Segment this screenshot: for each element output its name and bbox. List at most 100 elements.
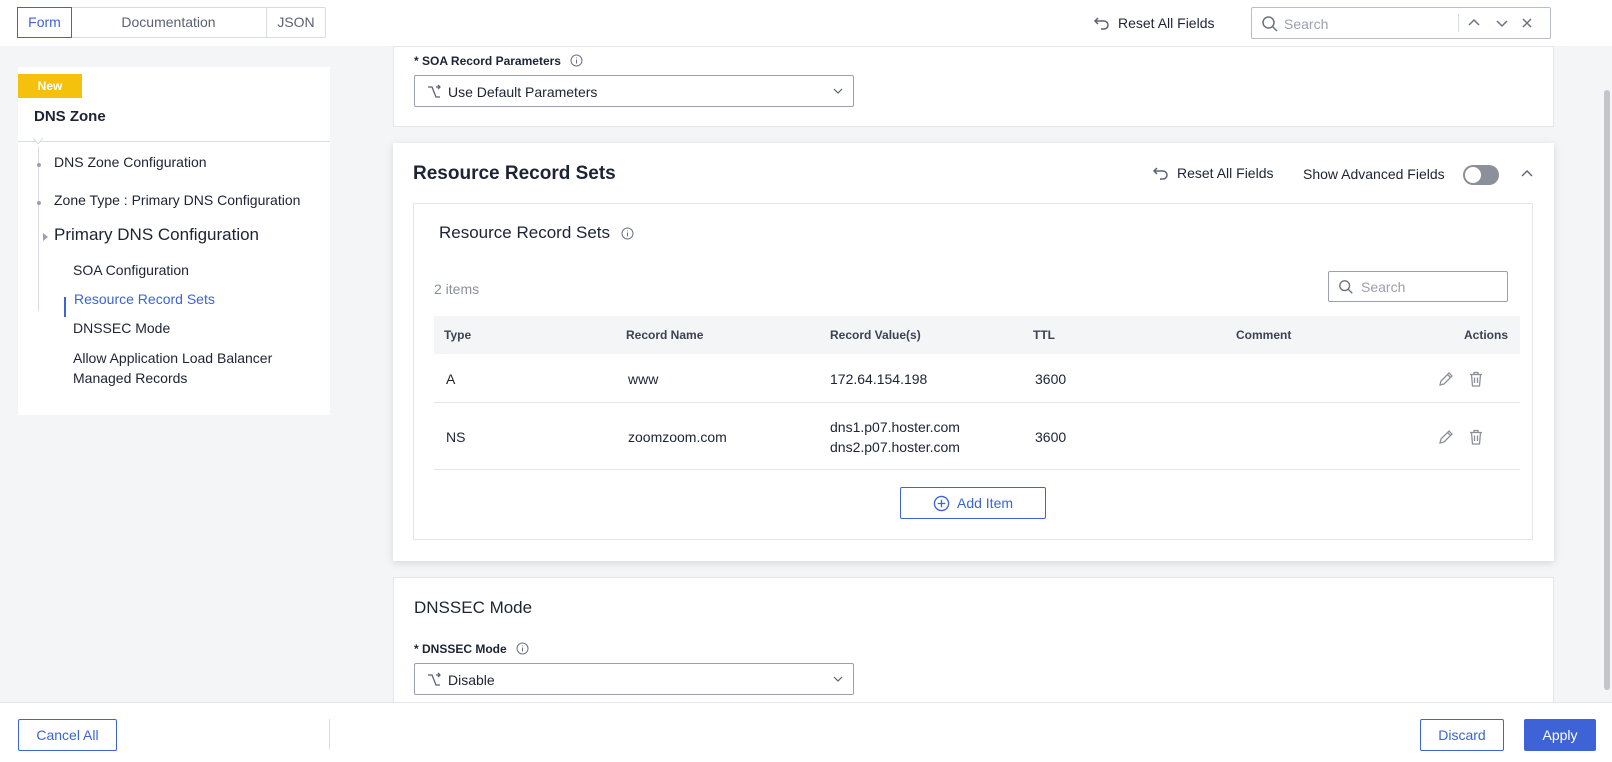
tab-form[interactable]: Form bbox=[17, 7, 72, 38]
search-input[interactable]: Search bbox=[1251, 7, 1551, 39]
sidebar-item-resource-record-sets[interactable]: Resource Record Sets bbox=[74, 291, 215, 307]
chevron-up-icon[interactable] bbox=[1465, 14, 1483, 32]
plus-circle-icon bbox=[933, 495, 950, 511]
chevron-down-icon[interactable] bbox=[1493, 14, 1511, 32]
discard-button[interactable]: Discard bbox=[1420, 719, 1504, 751]
sidebar-item-zone-type[interactable]: Zone Type : Primary DNS Configuration bbox=[54, 192, 301, 208]
tree-dot bbox=[37, 163, 41, 167]
cell-record-name: zoomzoom.com bbox=[628, 429, 727, 445]
edit-icon[interactable] bbox=[1437, 428, 1455, 446]
cell-record-name: www bbox=[628, 371, 659, 387]
cell-type: A bbox=[446, 371, 456, 387]
apply-button[interactable]: Apply bbox=[1524, 719, 1596, 751]
table-header: Type Record Name Record Value(s) TTL Com… bbox=[434, 316, 1520, 354]
chevron-down-icon bbox=[833, 88, 843, 94]
dnssec-label: * DNSSEC Mode bbox=[414, 642, 529, 656]
footer-bar: Cancel All Discard Apply bbox=[0, 702, 1612, 762]
sidebar-item-dns-zone-configuration[interactable]: DNS Zone Configuration bbox=[54, 154, 207, 170]
tree-line bbox=[38, 147, 39, 311]
search-placeholder: Search bbox=[1284, 16, 1329, 32]
info-icon[interactable] bbox=[570, 54, 583, 67]
rrs-reset-all-fields[interactable]: Reset All Fields bbox=[1151, 163, 1273, 183]
tab-documentation[interactable]: Documentation bbox=[71, 8, 267, 37]
soa-card: * SOA Record Parameters Use Default Para… bbox=[393, 46, 1554, 127]
dnssec-select[interactable]: Disable bbox=[414, 663, 854, 695]
chevron-up-icon[interactable] bbox=[1520, 167, 1534, 181]
soa-select-value: Use Default Parameters bbox=[448, 84, 598, 100]
tree-dot bbox=[37, 201, 41, 205]
cell-record-value: 172.64.154.198 bbox=[830, 371, 928, 387]
footer-divider bbox=[329, 719, 330, 749]
rrs-inner-panel: Resource Record Sets 2 items Search Type… bbox=[413, 203, 1533, 540]
search-icon bbox=[1262, 16, 1278, 32]
table-row: NS zoomzoom.com dns1.p07.hoster.com dns2… bbox=[434, 404, 1520, 470]
rrs-reset-label: Reset All Fields bbox=[1177, 165, 1274, 181]
caret-icon bbox=[33, 138, 43, 144]
search-divider bbox=[1458, 14, 1459, 32]
rrs-title: Resource Record Sets bbox=[413, 163, 616, 184]
chevron-down-icon bbox=[833, 676, 843, 682]
col-record-name[interactable]: Record Name bbox=[626, 328, 704, 342]
trash-icon[interactable] bbox=[1467, 370, 1485, 388]
rrs-inner-title: Resource Record Sets bbox=[439, 223, 634, 243]
reset-icon bbox=[1152, 167, 1168, 180]
show-advanced-label: Show Advanced Fields bbox=[1303, 166, 1445, 182]
new-badge: New bbox=[18, 74, 82, 98]
table-row: A www 172.64.154.198 3600 bbox=[434, 354, 1520, 403]
close-icon[interactable] bbox=[1518, 14, 1536, 32]
show-advanced-toggle[interactable] bbox=[1463, 165, 1499, 185]
sidebar-item-soa-configuration[interactable]: SOA Configuration bbox=[73, 262, 189, 278]
add-item-button[interactable]: Add Item bbox=[900, 487, 1046, 519]
cell-record-value: dns1.p07.hoster.com bbox=[830, 419, 960, 435]
add-item-label: Add Item bbox=[956, 495, 1014, 511]
cell-record-value: dns2.p07.hoster.com bbox=[830, 439, 960, 455]
search-icon bbox=[1339, 280, 1353, 294]
view-tabs: Form Documentation JSON bbox=[17, 7, 326, 38]
cell-ttl: 3600 bbox=[1035, 429, 1067, 445]
scrollbar-thumb[interactable] bbox=[1604, 90, 1610, 690]
soa-label: * SOA Record Parameters bbox=[414, 54, 583, 68]
rrs-search-input[interactable]: Search bbox=[1328, 271, 1508, 302]
dnssec-select-value: Disable bbox=[448, 672, 495, 688]
caret-right-icon bbox=[43, 233, 48, 241]
info-icon[interactable] bbox=[621, 227, 634, 240]
sidebar-item-dnssec-mode[interactable]: DNSSEC Mode bbox=[73, 320, 171, 336]
dnssec-title: DNSSEC Mode bbox=[414, 598, 533, 617]
cell-ttl: 3600 bbox=[1035, 371, 1067, 387]
col-type[interactable]: Type bbox=[444, 328, 472, 342]
trash-icon[interactable] bbox=[1467, 428, 1485, 446]
cancel-all-button[interactable]: Cancel All bbox=[18, 719, 117, 751]
item-count: 2 items bbox=[434, 281, 480, 297]
route-icon bbox=[428, 672, 441, 686]
soa-label-text: SOA Record Parameters bbox=[422, 54, 561, 68]
sidebar-item-primary-dns-configuration[interactable]: Primary DNS Configuration bbox=[54, 225, 260, 244]
sidebar-item-allow-alb[interactable]: Allow Application Load Balancer bbox=[73, 350, 273, 366]
reset-all-label: Reset All Fields bbox=[1118, 15, 1215, 31]
active-indicator bbox=[64, 297, 66, 317]
edit-icon[interactable] bbox=[1437, 370, 1455, 388]
col-comment[interactable]: Comment bbox=[1236, 328, 1292, 342]
rrs-inner-title-text: Resource Record Sets bbox=[439, 223, 611, 242]
sidebar-title: DNS Zone bbox=[34, 108, 106, 125]
reset-icon bbox=[1093, 17, 1109, 30]
dnssec-card: DNSSEC Mode * DNSSEC Mode Disable bbox=[393, 577, 1554, 707]
cell-type: NS bbox=[446, 429, 466, 445]
col-ttl[interactable]: TTL bbox=[1033, 328, 1055, 342]
info-icon[interactable] bbox=[516, 642, 529, 655]
resource-record-sets-card: Resource Record Sets Reset All Fields Sh… bbox=[393, 143, 1554, 561]
col-actions: Actions bbox=[1464, 328, 1509, 342]
reset-all-fields-top[interactable]: Reset All Fields bbox=[1092, 12, 1214, 34]
dnssec-label-text: DNSSEC Mode bbox=[422, 642, 507, 656]
route-icon bbox=[428, 84, 441, 98]
sidebar: New DNS Zone DNS Zone Configuration Zone… bbox=[18, 67, 330, 415]
tab-json[interactable]: JSON bbox=[277, 14, 315, 30]
sidebar-divider bbox=[18, 141, 330, 142]
rrs-search-placeholder: Search bbox=[1361, 279, 1406, 295]
soa-select[interactable]: Use Default Parameters bbox=[414, 75, 854, 107]
col-record-values[interactable]: Record Value(s) bbox=[830, 328, 921, 342]
toggle-knob bbox=[1465, 167, 1481, 183]
required-mark: * bbox=[414, 54, 423, 68]
sidebar-item-allow-alb-cont[interactable]: Managed Records bbox=[73, 370, 188, 386]
required-mark: * bbox=[414, 642, 423, 656]
top-bar: Form Documentation JSON Reset All Fields… bbox=[0, 0, 1612, 46]
